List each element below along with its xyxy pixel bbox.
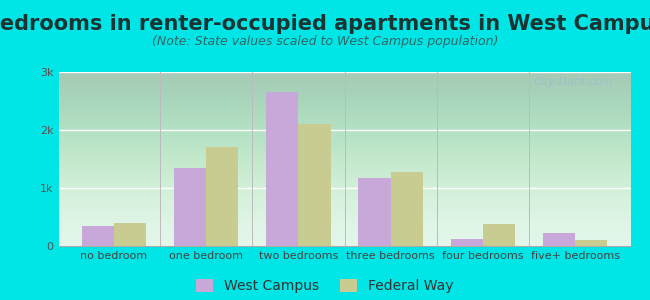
- Bar: [483, 224, 515, 246]
- Bar: [391, 172, 423, 246]
- Bar: [358, 178, 391, 246]
- Bar: [206, 147, 239, 246]
- Bar: [298, 124, 331, 246]
- Legend: West Campus, Federal Way: West Campus, Federal Way: [196, 279, 454, 293]
- Text: (Note: State values scaled to West Campus population): (Note: State values scaled to West Campu…: [152, 34, 498, 47]
- Bar: [575, 240, 608, 246]
- Bar: [266, 92, 298, 246]
- Bar: [114, 223, 146, 246]
- Bar: [450, 239, 483, 246]
- Bar: [81, 226, 114, 246]
- Text: Bedrooms in renter-occupied apartments in West Campus: Bedrooms in renter-occupied apartments i…: [0, 14, 650, 34]
- Bar: [543, 233, 575, 246]
- Bar: [174, 168, 206, 246]
- Text: City-Data.com: City-Data.com: [534, 77, 614, 87]
